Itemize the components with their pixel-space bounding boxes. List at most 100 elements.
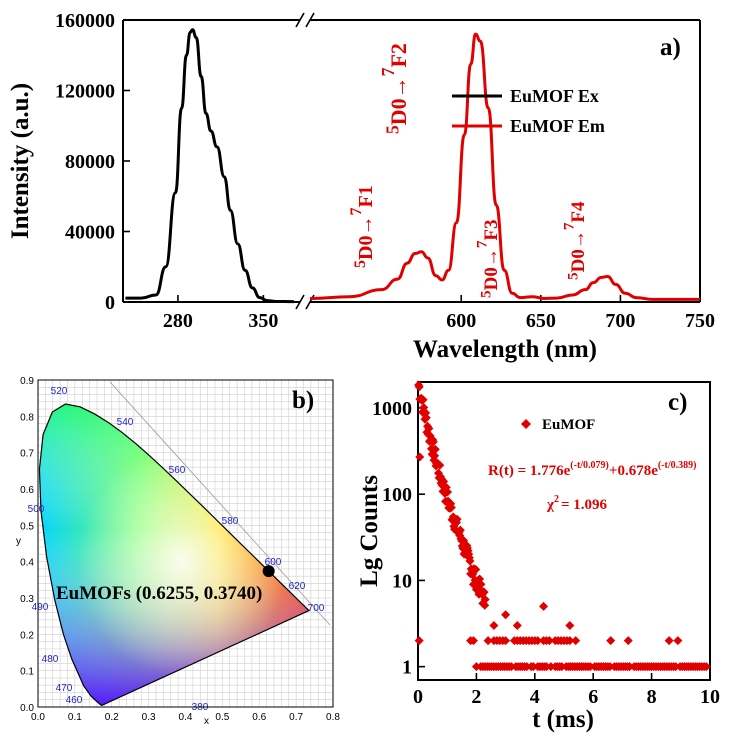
panel-c-ytick-label: 1 — [402, 657, 412, 679]
cie-wavelength-label: 480 — [42, 654, 59, 665]
cie-wavelength-label: 560 — [169, 465, 186, 476]
decay-point — [421, 413, 431, 423]
transition-label-1: 5D0→7F1 — [348, 185, 377, 268]
cie-wavelength-label: 540 — [117, 417, 134, 428]
decay-point — [623, 636, 633, 646]
panel-a-ytick-label: 120000 — [55, 81, 115, 103]
panel-c-ytick-label: 10 — [392, 570, 412, 592]
panel-c-ylabel: Lg Counts — [356, 475, 383, 587]
panel-c-xtick-label: 6 — [588, 686, 598, 708]
panel-b-xtick-label: 0.7 — [289, 712, 303, 723]
cie-wavelength-label: 580 — [222, 516, 239, 527]
decay-point — [468, 579, 478, 589]
decay-point — [501, 610, 511, 620]
decay-point — [446, 503, 456, 513]
eumof-cie-point — [262, 565, 275, 578]
panel-a-axis-break-top — [295, 12, 315, 28]
panel-b-ytick-label: 0.5 — [20, 521, 34, 532]
panel-b-cie: 380460470480490500520540560580600620700 … — [16, 376, 340, 727]
cie-tangent-line — [109, 381, 331, 626]
panel-c-label: c) — [668, 389, 687, 416]
decay-point — [471, 564, 481, 574]
panel-a-label: a) — [660, 34, 681, 61]
panel-b-xtick-label: 0.1 — [68, 712, 82, 723]
decay-point — [418, 395, 428, 405]
cie-wavelength-label: 490 — [32, 602, 49, 613]
cie-gamut — [39, 404, 309, 706]
cie-wavelength-label: 520 — [51, 386, 68, 397]
panel-b-label: b) — [292, 387, 314, 414]
cie-outline — [38, 403, 310, 706]
transition-label-4: 5D0→7F4 — [561, 201, 589, 280]
decay-point — [565, 621, 575, 631]
decay-point — [476, 579, 486, 589]
panel-b-ytick-label: 0.8 — [20, 412, 34, 423]
decay-point — [435, 460, 445, 470]
fit-exponent-2: (-t/0.389) — [658, 460, 697, 471]
panel-c-xtick-label: 2 — [471, 686, 481, 708]
legend-marker-eumof — [521, 419, 531, 429]
panel-a-legend: EuMOF Ex EuMOF Em — [452, 86, 605, 136]
panel-c-ytick-label: 100 — [382, 484, 412, 506]
decay-point — [424, 424, 434, 434]
decay-point — [533, 636, 543, 646]
panel-a-xtick-label: 350 — [248, 310, 278, 332]
decay-point — [474, 589, 484, 599]
decay-point — [673, 636, 683, 646]
panel-c-legend: EuMOF — [521, 417, 595, 433]
panel-c-decay: 0 2 4 6 8 10 1 10 100 1000 EuMOF R(t) = 1.776e(-t… — [356, 380, 720, 733]
decay-point — [465, 556, 475, 566]
panel-b-ytick-label: 0.9 — [20, 376, 34, 387]
panel-a-xtick-label: 700 — [605, 310, 635, 332]
decay-point — [489, 621, 499, 631]
panel-a-xlabel: Wavelength (nm) — [413, 336, 597, 363]
legend-label-eumof: EuMOF — [542, 417, 595, 433]
panel-b-xtick-label: 0.8 — [326, 712, 340, 723]
decay-point — [430, 444, 440, 454]
panel-c-xtick-label: 4 — [530, 686, 540, 708]
panel-b-ytick-label: 0.2 — [20, 630, 34, 641]
legend-label-em: EuMOF Em — [510, 116, 605, 136]
cie-wavelength-label: 700 — [308, 603, 325, 614]
decay-point — [544, 636, 554, 646]
decay-point — [565, 636, 575, 646]
panel-c-xtick-label: 10 — [700, 686, 720, 708]
panel-b-xtick-label: 0.0 — [31, 712, 45, 723]
decay-point — [701, 662, 711, 672]
panel-b-xtick-label: 0.3 — [142, 712, 156, 723]
panel-b-frame — [37, 379, 334, 708]
eumof-cie-label: EuMOFs (0.6255, 0.3740) — [56, 583, 262, 604]
panel-c-frame — [417, 381, 711, 681]
panel-b-ytick-label: 0.0 — [20, 703, 34, 714]
panel-b-xlabel: x — [204, 716, 209, 727]
transition-label-3: 5D0→7F3 — [474, 219, 502, 298]
panel-a-xtick-label: 750 — [685, 310, 715, 332]
decay-point — [483, 636, 493, 646]
panel-a-spectrum: 0 40000 80000 120000 160000 280 350 600 650 700 7… — [7, 10, 715, 363]
decay-point — [512, 621, 522, 631]
panel-a-ytick-label: 0 — [105, 292, 115, 314]
panel-b-ytick-label: 0.1 — [20, 667, 34, 678]
panel-b-ytick-label: 0.4 — [20, 558, 34, 569]
panel-b-xtick-label: 0.4 — [179, 712, 193, 723]
decay-point — [539, 601, 549, 611]
chi-squared: χ2 = 1.096 — [546, 494, 607, 513]
decay-point — [430, 451, 440, 461]
panel-a-ylabel: Intensity (a.u.) — [7, 83, 34, 239]
decay-point — [468, 636, 478, 646]
panel-a-ytick-label: 40000 — [65, 222, 115, 244]
panel-c-xtick-label: 8 — [647, 686, 657, 708]
decay-point — [428, 437, 438, 447]
panel-a-xtick-label: 280 — [163, 310, 193, 332]
panel-b-ylabel: y — [16, 536, 21, 547]
decay-point — [452, 514, 462, 524]
excitation-series-line — [125, 28, 294, 304]
panel-b-xtick-label: 0.6 — [252, 712, 266, 723]
cie-wavelength-label: 600 — [265, 557, 282, 568]
decay-point — [606, 636, 616, 646]
panel-c-ytick-label: 1000 — [372, 398, 412, 420]
panel-b-ytick-label: 0.6 — [20, 485, 34, 496]
panel-b-xtick-label: 0.5 — [215, 712, 229, 723]
transition-label-2: 5D0→7F2 — [378, 43, 411, 134]
